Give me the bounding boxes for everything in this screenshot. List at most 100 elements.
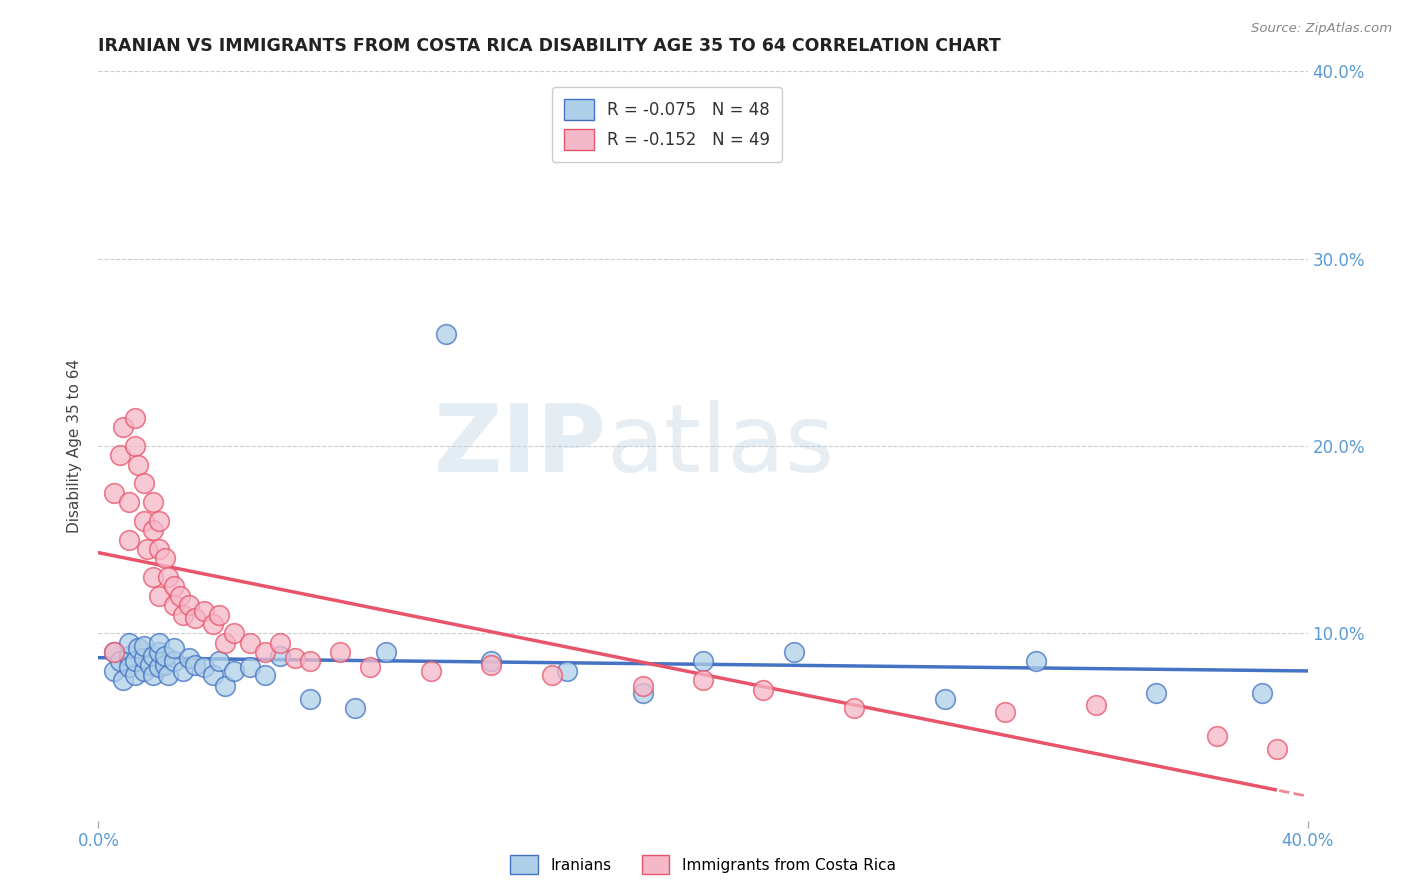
Point (208, 655, 231, 669)
Point (153, 648, 176, 663)
Point (344, 701, 367, 715)
Point (193, 604, 215, 618)
Point (142, 495, 165, 509)
Point (148, 542, 170, 557)
Point (1251, 686, 1274, 700)
Point (163, 641, 186, 656)
Point (142, 667, 165, 681)
Point (132, 476, 155, 491)
Point (214, 635, 236, 649)
Point (148, 589, 170, 603)
Point (124, 411, 146, 425)
Point (108, 449, 131, 463)
Point (434, 326, 457, 341)
Point (752, 682, 775, 697)
Legend: R = -0.075   N = 48, R = -0.152   N = 49: R = -0.075 N = 48, R = -0.152 N = 49 (553, 87, 782, 161)
Point (111, 420, 134, 434)
Point (163, 580, 186, 594)
Point (783, 645, 806, 659)
Point (269, 635, 291, 649)
Point (1206, 730, 1229, 744)
Point (239, 660, 262, 674)
Point (202, 617, 225, 632)
Point (193, 660, 215, 674)
Point (994, 705, 1017, 719)
Point (1024, 655, 1046, 669)
Point (202, 667, 225, 681)
Point (132, 650, 155, 665)
Point (139, 658, 162, 673)
Point (239, 635, 262, 649)
Point (844, 701, 866, 715)
Point (299, 692, 322, 706)
Y-axis label: Disability Age 35 to 64: Disability Age 35 to 64 (67, 359, 83, 533)
Point (118, 648, 141, 663)
Text: IRANIAN VS IMMIGRANTS FROM COSTA RICA DISABILITY AGE 35 TO 64 CORRELATION CHART: IRANIAN VS IMMIGRANTS FROM COSTA RICA DI… (98, 37, 1001, 54)
Point (214, 679, 236, 693)
Point (169, 589, 191, 603)
Point (108, 655, 131, 669)
Point (153, 551, 176, 566)
Point (360, 660, 382, 674)
Point (184, 611, 207, 625)
Point (692, 655, 714, 669)
Point (124, 667, 146, 681)
Point (135, 542, 157, 557)
Point (481, 658, 503, 673)
Point (172, 664, 194, 678)
Point (540, 667, 562, 681)
Point (253, 645, 276, 659)
Point (1085, 698, 1108, 712)
Point (142, 648, 165, 663)
Point (118, 495, 141, 509)
Point (142, 570, 165, 584)
Point (148, 645, 170, 659)
Point (156, 570, 179, 584)
Point (132, 664, 155, 678)
Point (420, 664, 443, 678)
Point (631, 679, 654, 693)
Text: ZIP: ZIP (433, 400, 606, 492)
Point (118, 635, 141, 649)
Point (172, 607, 194, 622)
Point (329, 645, 352, 659)
Text: Source: ZipAtlas.com: Source: ZipAtlas.com (1251, 22, 1392, 36)
Point (132, 514, 155, 528)
Point (103, 645, 125, 659)
Point (148, 514, 170, 528)
Point (156, 667, 179, 681)
Point (124, 439, 146, 453)
Point (127, 641, 149, 656)
Point (179, 599, 201, 613)
Point (142, 524, 165, 538)
Point (224, 626, 246, 640)
Point (132, 640, 155, 654)
Point (253, 667, 276, 681)
Point (111, 673, 134, 688)
Point (127, 458, 149, 472)
Text: atlas: atlas (606, 400, 835, 492)
Point (555, 664, 578, 678)
Point (124, 655, 146, 669)
Point (103, 486, 125, 500)
Point (692, 673, 714, 688)
Point (118, 533, 141, 547)
Point (163, 655, 186, 669)
Point (1144, 686, 1167, 700)
Point (184, 658, 207, 673)
Point (1267, 742, 1289, 756)
Point (284, 650, 307, 665)
Point (269, 648, 291, 663)
Point (103, 664, 125, 678)
Point (934, 692, 956, 706)
Point (224, 664, 246, 678)
Point (299, 655, 322, 669)
Point (153, 658, 176, 673)
Point (481, 655, 503, 669)
Point (179, 650, 201, 665)
Point (118, 660, 141, 674)
Point (163, 599, 186, 613)
Point (148, 635, 170, 649)
Point (208, 607, 231, 622)
Legend: Iranians, Immigrants from Costa Rica: Iranians, Immigrants from Costa Rica (505, 849, 901, 880)
